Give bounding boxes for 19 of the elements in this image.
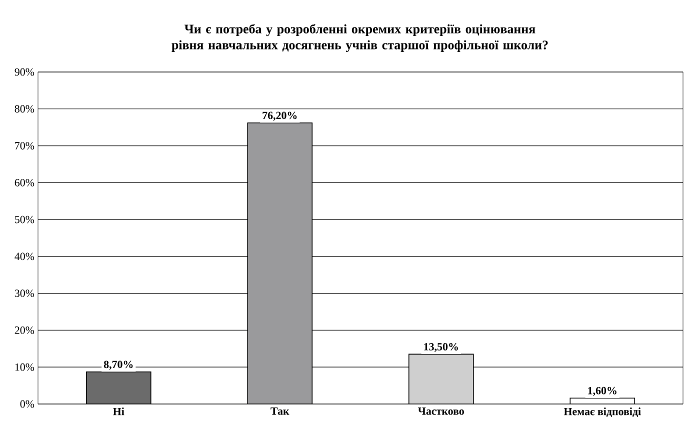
y-tick-label: 20%	[14, 326, 34, 334]
data-label: 76,20%	[262, 112, 297, 121]
y-tick-label: 60%	[14, 178, 34, 186]
y-tick-label: 90%	[14, 68, 34, 76]
data-label: 1,60%	[588, 386, 616, 396]
x-tick-label: Немає відповіді	[564, 408, 641, 418]
x-tick-label: Ні	[113, 408, 124, 416]
data-label: 8,70%	[104, 360, 133, 370]
x-tick-label: Частково	[418, 408, 464, 415]
y-tick-label: 10%	[15, 363, 34, 371]
chart-title: Чи є потреба у розробленні окремих критеріїв оцінювання рівня навчальних досягнень учнів старшої профільної школи?	[172, 24, 548, 52]
data-label: 13,50%	[424, 343, 458, 352]
y-tick-label: 80%	[14, 105, 34, 113]
y-tick-label: 50%	[15, 216, 34, 224]
y-tick-label: 30%	[14, 290, 34, 298]
y-tick-label: 0%	[20, 400, 34, 408]
y-tick-label: 40%	[14, 252, 34, 260]
x-tick-label: Так	[270, 408, 290, 415]
y-tick-label: 70%	[15, 142, 34, 150]
